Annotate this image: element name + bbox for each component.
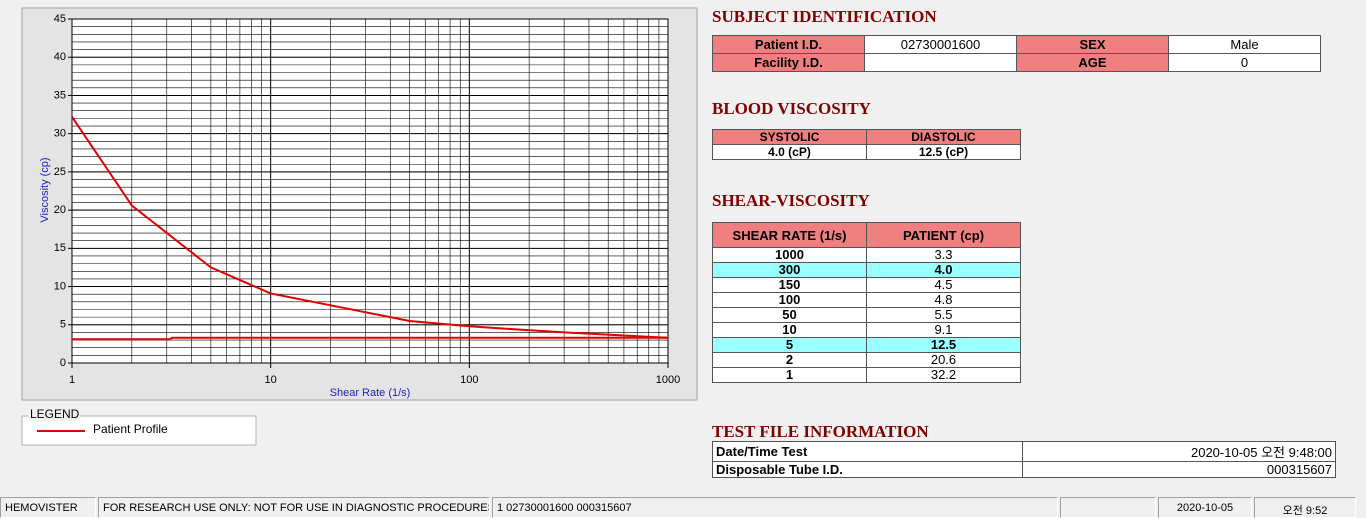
y-tick-label: 45 bbox=[54, 13, 66, 25]
test-file-table: Date/Time Test 2020-10-05 오전 9:48:00 Dispo… bbox=[712, 441, 1336, 478]
x-tick-label: 1000 bbox=[656, 374, 680, 386]
section-title: TEST FILE INFORMATION bbox=[712, 422, 929, 441]
status-cell bbox=[1060, 497, 1156, 518]
table-row: 4.0 (cP) 12.5 (cP) bbox=[712, 144, 1021, 160]
table-row: 150 4.5 bbox=[712, 277, 1021, 293]
blood-viscosity-table: SYSTOLIC DIASTOLIC 4.0 (cP) 12.5 (cP) bbox=[712, 129, 1021, 160]
table-cell: Male bbox=[1168, 35, 1321, 54]
table-cell: 150 bbox=[712, 277, 867, 293]
status-cell: 1 02730001600 000315607 bbox=[492, 497, 1058, 518]
y-tick-label: 20 bbox=[54, 204, 66, 216]
table-cell: 000315607 bbox=[1022, 461, 1336, 478]
legend-label: Patient Profile bbox=[93, 422, 168, 436]
table-row: 1000 3.3 bbox=[712, 247, 1021, 263]
table-cell: 12.5 bbox=[866, 337, 1021, 353]
table-cell: 0 bbox=[1168, 53, 1321, 72]
table-row: 5 12.5 bbox=[712, 337, 1021, 353]
table-row: 2 20.6 bbox=[712, 352, 1021, 368]
table-cell: 5 bbox=[712, 337, 867, 353]
table-cell: 32.2 bbox=[866, 367, 1021, 383]
table-cell: 4.5 bbox=[866, 277, 1021, 293]
table-cell: SEX bbox=[1016, 35, 1169, 54]
table-cell: 1 bbox=[712, 367, 867, 383]
table-cell: 2 bbox=[712, 352, 867, 368]
table-cell: 300 bbox=[712, 262, 867, 278]
table-cell: 9.1 bbox=[866, 322, 1021, 338]
y-tick-label: 40 bbox=[54, 51, 66, 63]
table-row: Disposable Tube I.D. 000315607 bbox=[712, 461, 1336, 478]
table-row: 1 32.2 bbox=[712, 367, 1021, 383]
table-cell: PATIENT (cp) bbox=[866, 222, 1021, 248]
table-cell: Patient I.D. bbox=[712, 35, 865, 54]
status-cell: FOR RESEARCH USE ONLY: NOT FOR USE IN DI… bbox=[98, 497, 490, 518]
table-cell: 4.0 (cP) bbox=[712, 144, 867, 160]
table-cell bbox=[864, 53, 1017, 72]
table-row: 10 9.1 bbox=[712, 322, 1021, 338]
table-cell: 12.5 (cP) bbox=[866, 144, 1021, 160]
table-cell: 3.3 bbox=[866, 247, 1021, 263]
legend-title: LEGEND bbox=[30, 407, 80, 421]
x-tick-label: 1 bbox=[69, 374, 75, 386]
table-row: Patient I.D. 02730001600 SEX Male bbox=[712, 35, 1321, 54]
table-cell: 5.5 bbox=[866, 307, 1021, 323]
status-cell: HEMOVISTER bbox=[0, 497, 96, 518]
y-tick-label: 0 bbox=[60, 357, 66, 369]
table-row: 300 4.0 bbox=[712, 262, 1021, 278]
plot-area bbox=[71, 18, 669, 364]
table-cell: SYSTOLIC bbox=[712, 129, 867, 145]
table-row: SYSTOLIC DIASTOLIC bbox=[712, 129, 1021, 145]
table-cell: 02730001600 bbox=[864, 35, 1017, 54]
y-tick-label: 25 bbox=[54, 166, 66, 178]
y-tick-label: 35 bbox=[54, 89, 66, 101]
shear-viscosity-table: SHEAR RATE (1/s) PATIENT (cp) 1000 3.3 300 4.… bbox=[712, 222, 1021, 383]
data-line bbox=[71, 116, 669, 339]
table-cell: 100 bbox=[712, 292, 867, 308]
status-cell: 오전 9:52 bbox=[1254, 497, 1356, 518]
x-tick-label: 100 bbox=[460, 374, 478, 386]
y-tick-label: 5 bbox=[60, 319, 66, 331]
table-row: Date/Time Test 2020-10-05 오전 9:48:00 bbox=[712, 441, 1336, 462]
table-cell: DIASTOLIC bbox=[866, 129, 1021, 145]
section-title: BLOOD VISCOSITY bbox=[712, 99, 871, 118]
table-cell: SHEAR RATE (1/s) bbox=[712, 222, 867, 248]
y-tick-label: 30 bbox=[54, 128, 66, 140]
table-cell: AGE bbox=[1016, 53, 1169, 72]
table-cell: 50 bbox=[712, 307, 867, 323]
table-cell: 10 bbox=[712, 322, 867, 338]
legend-title-bg bbox=[28, 409, 80, 421]
table-row: 100 4.8 bbox=[712, 292, 1021, 308]
table-row: Facility I.D. AGE 0 bbox=[712, 53, 1321, 72]
table-cell: 4.0 bbox=[866, 262, 1021, 278]
x-tick-label: 10 bbox=[265, 374, 277, 386]
table-cell: Disposable Tube I.D. bbox=[712, 461, 1023, 478]
section-title: SHEAR-VISCOSITY bbox=[712, 191, 870, 210]
data-line bbox=[72, 336, 668, 341]
y-axis-label: Viscosity (cp) bbox=[39, 157, 51, 222]
status-cell: 2020-10-05 bbox=[1158, 497, 1252, 518]
y-tick-label: 15 bbox=[54, 242, 66, 254]
table-cell: Date/Time Test bbox=[712, 441, 1023, 462]
table-cell: Facility I.D. bbox=[712, 53, 865, 72]
chart: Shear Rate (1/s) Viscosity (cp) LEGEND 0… bbox=[21, 7, 698, 446]
y-tick-label: 10 bbox=[54, 280, 66, 292]
table-cell: 4.8 bbox=[866, 292, 1021, 308]
section-title: SUBJECT IDENTIFICATION bbox=[712, 7, 937, 26]
x-axis-label: Shear Rate (1/s) bbox=[330, 387, 411, 399]
subject-table: Patient I.D. 02730001600 SEX Male Facility I… bbox=[712, 35, 1321, 72]
table-cell: 1000 bbox=[712, 247, 867, 263]
status-bar: HEMOVISTER FOR RESEARCH USE ONLY: NOT FOR… bbox=[0, 497, 1366, 518]
table-row: 50 5.5 bbox=[712, 307, 1021, 323]
table-cell: 2020-10-05 오전 9:48:00 bbox=[1022, 441, 1336, 462]
table-row: SHEAR RATE (1/s) PATIENT (cp) bbox=[712, 222, 1021, 248]
table-cell: 20.6 bbox=[866, 352, 1021, 368]
